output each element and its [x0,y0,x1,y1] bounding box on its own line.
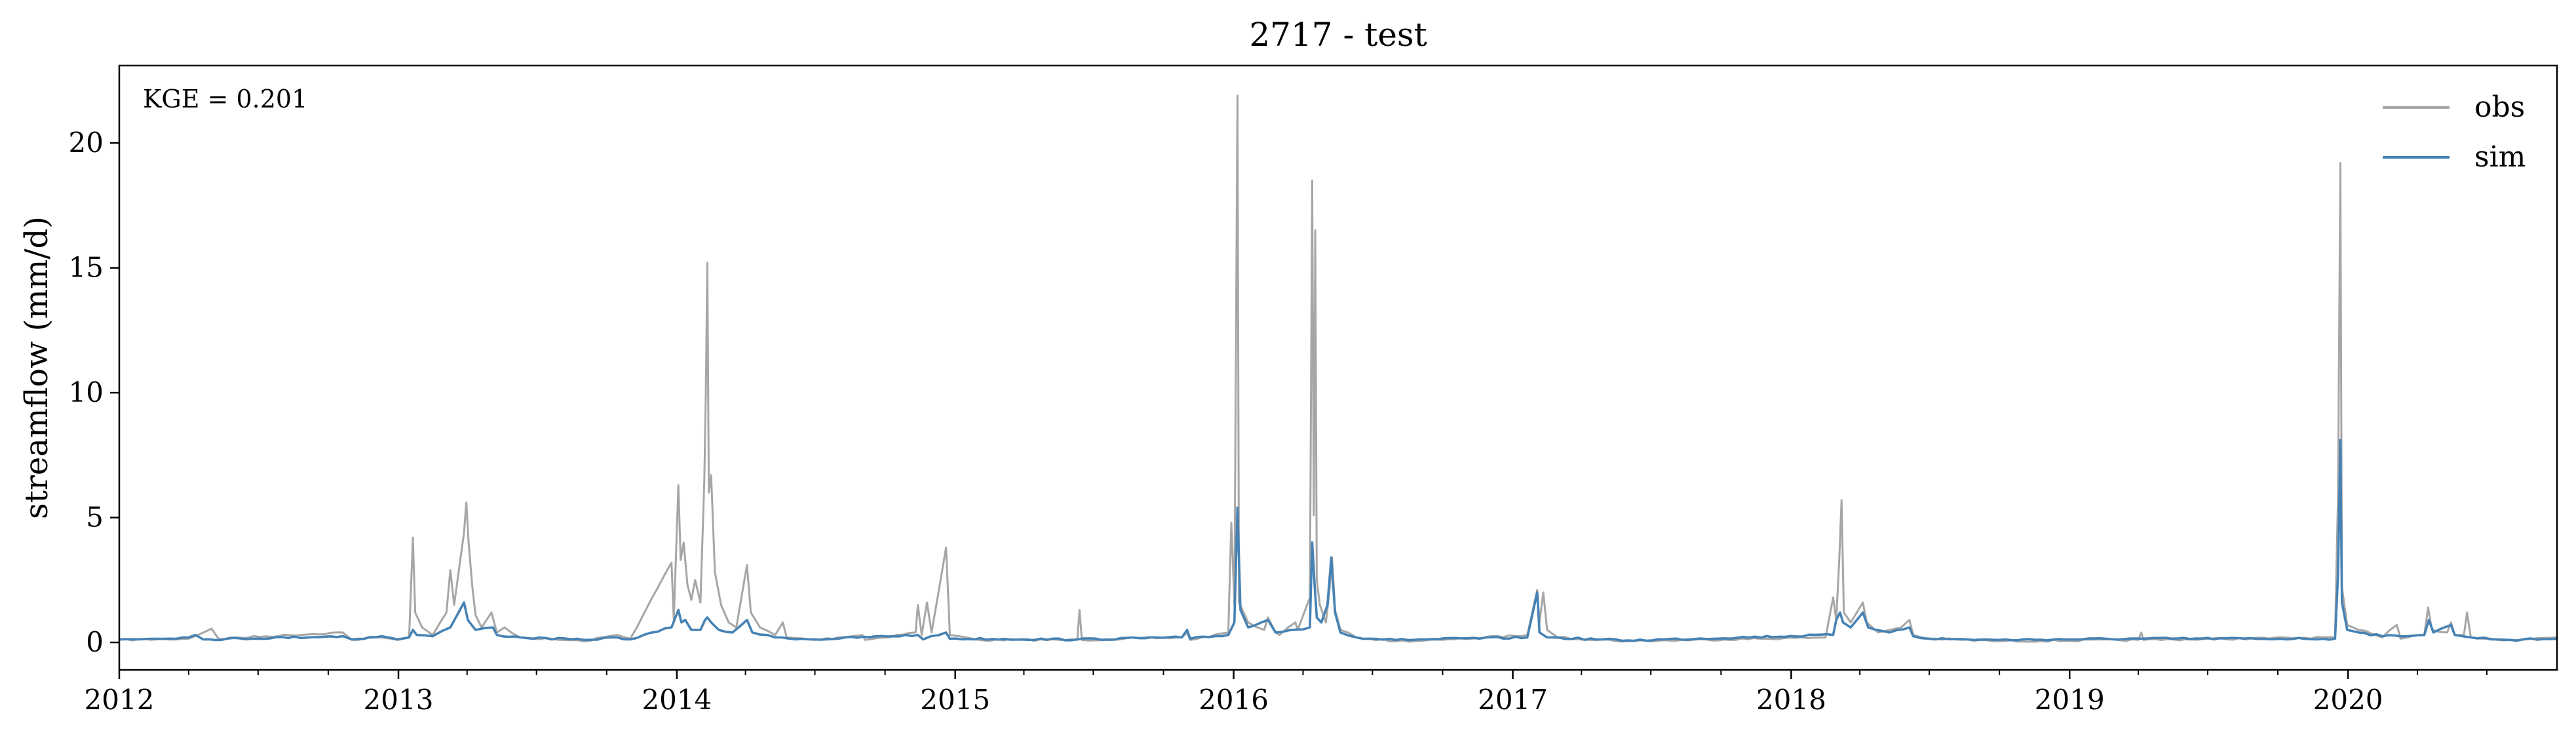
y-tick-label: 0 [86,626,104,658]
y-axis-label: streamflow (mm/d) [18,216,55,519]
x-tick-label: 2015 [920,684,990,716]
x-tick-label: 2013 [364,684,434,716]
x-tick-label: 2012 [85,684,155,716]
x-tick-label: 2020 [2313,684,2383,716]
x-tick-label: 2019 [2035,684,2105,716]
y-tick-label: 5 [86,501,104,534]
kge-annotation: KGE = 0.201 [143,85,307,113]
y-tick-label: 10 [69,376,104,408]
y-tick-label: 15 [69,252,104,284]
x-tick-label: 2017 [1478,684,1548,716]
x-tick-label: 2018 [1756,684,1826,716]
y-tick-label: 20 [69,127,104,159]
chart-title: 2717 - test [1249,16,1427,54]
legend-label-sim: sim [2474,140,2526,174]
legend-label-obs: obs [2474,90,2525,124]
x-tick-label: 2016 [1199,684,1269,716]
x-tick-label: 2014 [642,684,712,716]
